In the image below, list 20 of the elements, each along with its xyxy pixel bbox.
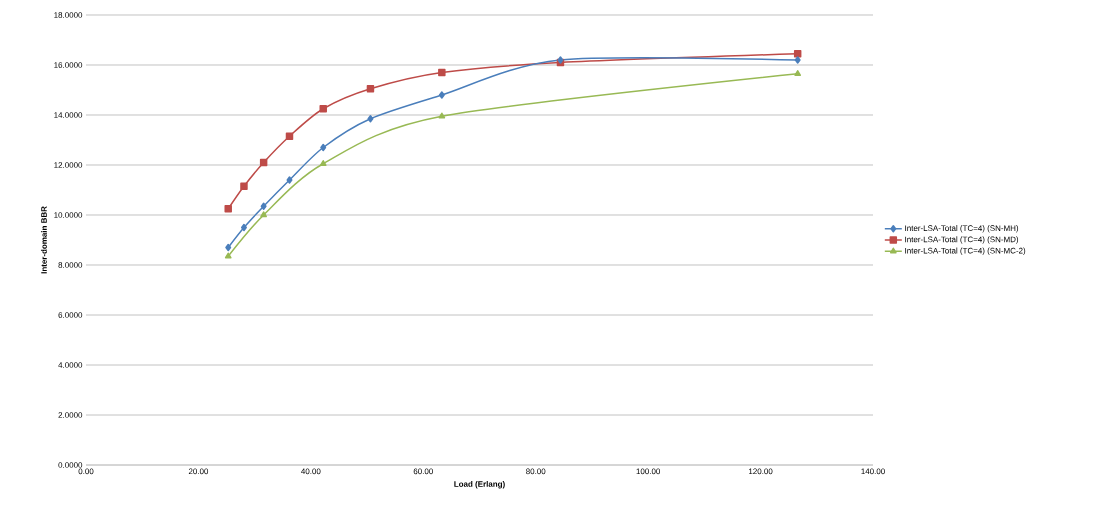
point: [259, 158, 268, 167]
point: [319, 105, 327, 113]
point: [286, 176, 293, 184]
point: [240, 182, 248, 190]
point: [438, 91, 445, 99]
point: [224, 205, 232, 213]
point: [367, 115, 374, 123]
point: [260, 211, 267, 218]
point: [224, 252, 232, 259]
point: [794, 70, 802, 76]
point: [794, 56, 801, 64]
point: [319, 160, 327, 166]
point: [225, 243, 232, 252]
point: [320, 143, 327, 152]
point: [285, 132, 294, 140]
point: [260, 202, 267, 210]
point: [240, 223, 247, 232]
point: [366, 85, 375, 93]
point: [438, 68, 446, 77]
point: [438, 112, 446, 119]
